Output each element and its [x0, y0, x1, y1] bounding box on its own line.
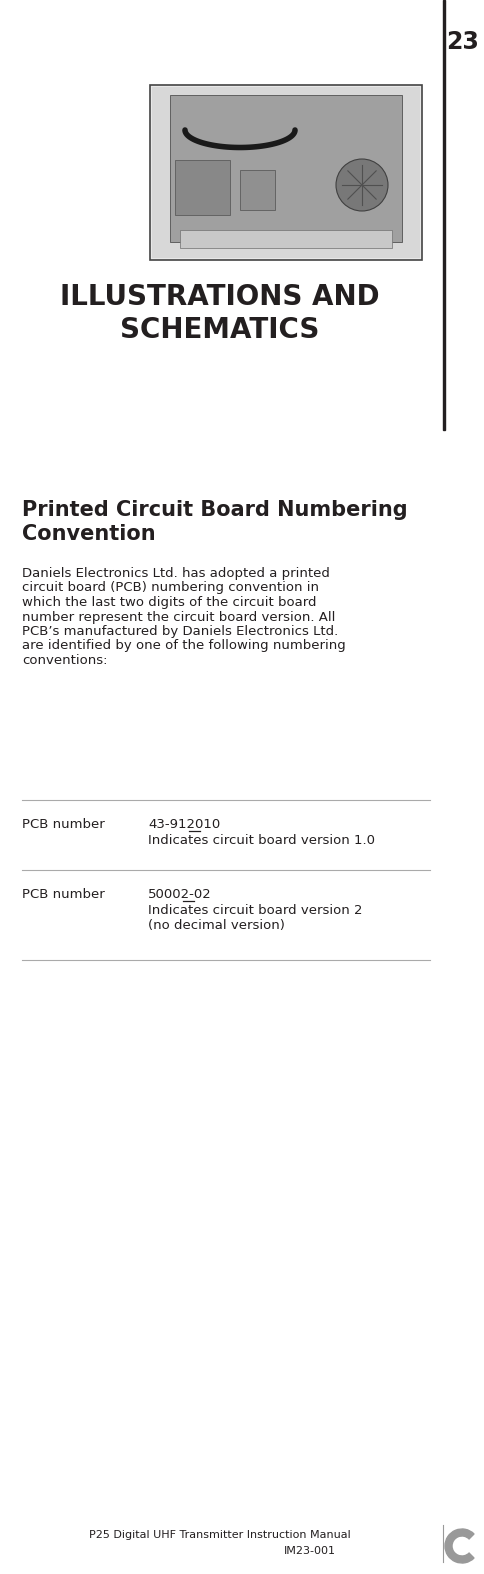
Wedge shape [445, 1528, 474, 1563]
Text: Convention: Convention [22, 524, 156, 545]
Bar [170, 94, 402, 242]
Text: 23: 23 [447, 30, 480, 54]
Bar [240, 170, 275, 209]
Text: PCB number: PCB number [22, 818, 105, 831]
Bar [152, 87, 420, 258]
Text: number represent the circuit board version. All: number represent the circuit board versi… [22, 611, 335, 623]
Text: 50002-02: 50002-02 [148, 888, 212, 900]
Text: PCB number: PCB number [22, 888, 105, 900]
Text: 43-912010: 43-912010 [148, 818, 220, 831]
Circle shape [336, 159, 388, 211]
Text: PCB’s manufactured by Daniels Electronics Ltd.: PCB’s manufactured by Daniels Electronic… [22, 625, 338, 637]
Text: Daniels Electronics Ltd. has adopted a printed: Daniels Electronics Ltd. has adopted a p… [22, 567, 330, 579]
Text: are identified by one of the following numbering: are identified by one of the following n… [22, 639, 346, 653]
Bar [443, 0, 445, 430]
Text: IM23-001: IM23-001 [284, 1546, 336, 1557]
Text: ILLUSTRATIONS AND: ILLUSTRATIONS AND [60, 283, 380, 312]
Text: (no decimal version): (no decimal version) [148, 919, 285, 932]
Bar [180, 230, 392, 249]
Text: conventions:: conventions: [22, 655, 107, 667]
Bar [175, 161, 230, 216]
Text: Printed Circuit Board Numbering: Printed Circuit Board Numbering [22, 501, 408, 519]
Text: P25 Digital UHF Transmitter Instruction Manual: P25 Digital UHF Transmitter Instruction … [89, 1530, 351, 1539]
Text: which the last two digits of the circuit board: which the last two digits of the circuit… [22, 597, 317, 609]
Text: SCHEMATICS: SCHEMATICS [121, 316, 320, 345]
Text: Indicates circuit board version 1.0: Indicates circuit board version 1.0 [148, 834, 375, 847]
Text: circuit board (PCB) numbering convention in: circuit board (PCB) numbering convention… [22, 581, 319, 595]
Bar [150, 85, 422, 260]
Text: Indicates circuit board version 2: Indicates circuit board version 2 [148, 903, 363, 918]
